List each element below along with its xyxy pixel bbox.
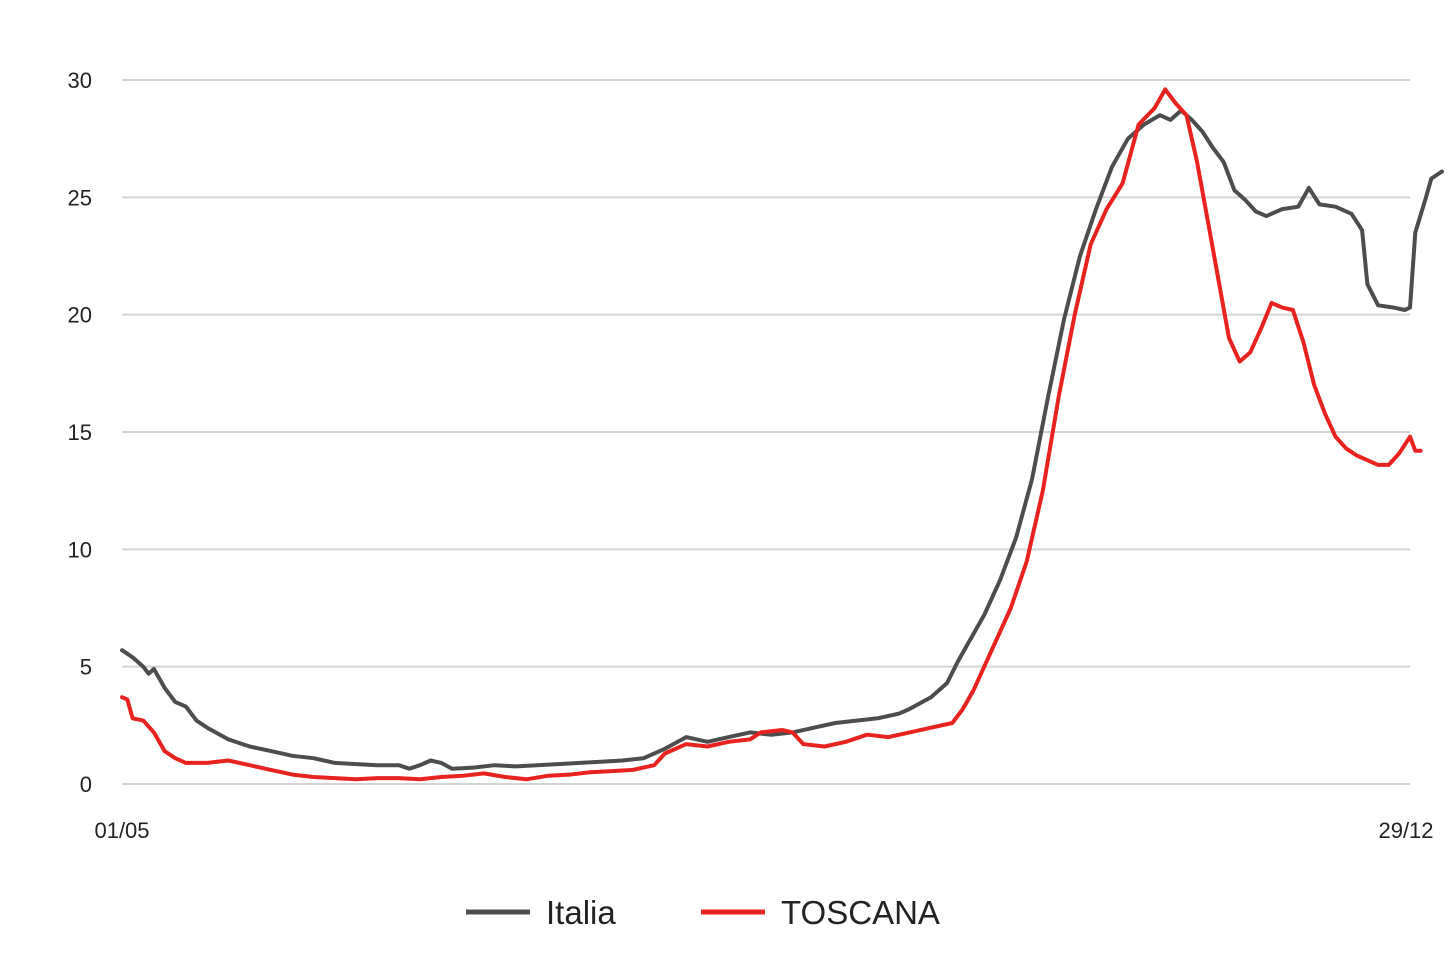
series-line-toscana [120,87,1423,782]
y-tick-label: 0 [80,772,92,797]
legend-label: Italia [546,894,616,931]
y-gridlines [122,79,1410,785]
y-tick-label: 5 [80,655,92,680]
y-tick-label: 20 [68,303,92,328]
y-tick-label: 15 [68,420,92,445]
legend-label: TOSCANA [781,894,940,931]
series-lines [120,87,1444,782]
x-axis-tick-labels: 01/05 29/12 [94,818,1433,843]
y-axis-tick-labels: 0 5 10 15 20 25 30 [68,68,92,797]
legend-item-toscana: TOSCANA [701,894,940,931]
legend: Italia TOSCANA [466,894,940,931]
x-tick-label-start: 01/05 [94,818,149,843]
y-tick-label: 25 [68,185,92,210]
series-line-italia [120,108,1444,771]
x-tick-label-end: 29/12 [1378,818,1433,843]
y-tick-label: 30 [68,68,92,93]
y-tick-label: 10 [68,537,92,562]
legend-item-italia: Italia [466,894,616,931]
